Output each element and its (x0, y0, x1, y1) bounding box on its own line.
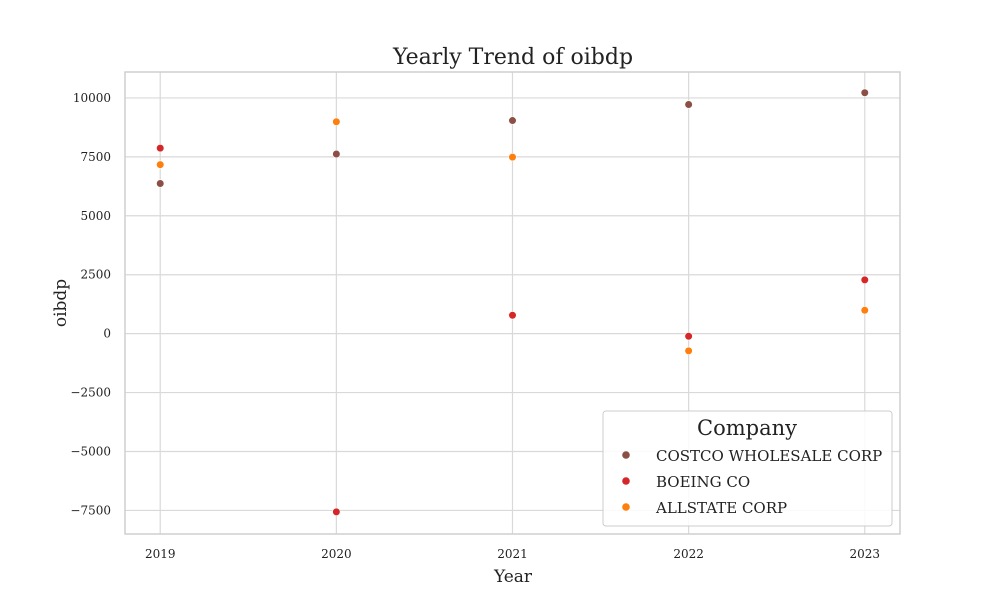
data-point (156, 160, 165, 169)
legend-label: ALLSTATE CORP (655, 499, 787, 517)
y-tick-label: −5000 (70, 445, 111, 459)
legend-marker (622, 451, 630, 459)
y-tick-label: 2500 (80, 268, 111, 282)
legend-marker (622, 503, 630, 511)
data-point (332, 117, 341, 126)
y-tick-label: −7500 (70, 503, 111, 517)
y-tick-label: −2500 (70, 386, 111, 400)
x-tick-label: 2023 (849, 547, 880, 561)
data-point (684, 100, 693, 109)
data-point (860, 306, 869, 315)
legend-label: BOEING CO (656, 473, 750, 491)
x-axis-label: Year (493, 567, 533, 587)
data-point (860, 275, 869, 285)
chart-title: Yearly Trend of oibdp (392, 45, 633, 70)
data-point (332, 507, 341, 516)
x-tick-label: 2021 (497, 547, 528, 561)
data-point (156, 144, 165, 153)
x-tick-labels: 2019 2020 2021 2022 2023 (145, 547, 880, 561)
data-point (508, 311, 517, 320)
legend-title: Company (697, 416, 797, 440)
x-tick-label: 2022 (673, 547, 704, 561)
y-tick-label: 5000 (80, 209, 111, 223)
data-points (156, 88, 869, 516)
data-point (684, 332, 693, 341)
legend-items: COSTCO WHOLESALE CORP BOEING CO ALLSTATE C… (622, 447, 882, 517)
y-tick-label: 0 (103, 327, 111, 341)
y-tick-labels: −7500 −5000 −2500 0 2500 5000 7500 10000 (70, 91, 111, 518)
x-tick-label: 2020 (321, 547, 352, 561)
data-point (860, 88, 869, 97)
plot-frame (124, 71, 901, 535)
y-axis-label: oibdp (51, 279, 71, 327)
legend-label: COSTCO WHOLESALE CORP (656, 447, 882, 465)
legend-box (602, 410, 893, 527)
y-tick-label: 7500 (80, 150, 111, 164)
data-point (684, 346, 693, 355)
data-point (508, 116, 517, 125)
legend: Company COSTCO WHOLESALE CORP BOEING CO AL… (602, 410, 893, 527)
data-point (332, 149, 341, 159)
y-tick-label: 10000 (73, 91, 111, 105)
x-tick-label: 2019 (145, 547, 176, 561)
legend-marker (622, 477, 630, 485)
data-point (508, 152, 517, 162)
data-point (156, 179, 165, 188)
